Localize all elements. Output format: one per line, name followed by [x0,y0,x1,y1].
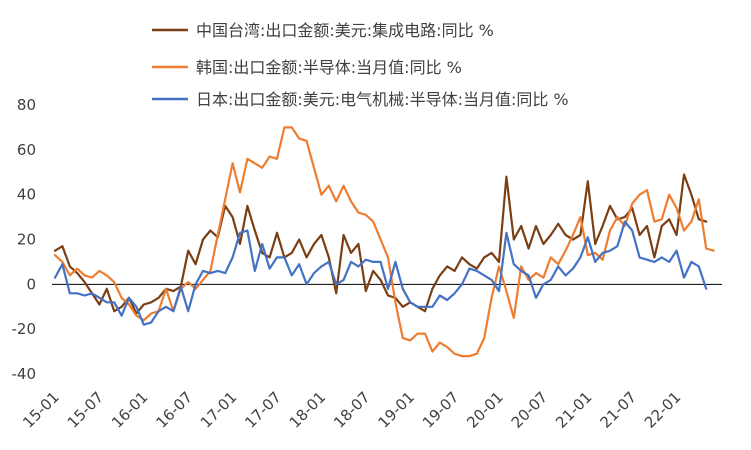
y-tick-label: 0 [26,275,36,293]
legend-label: 韩国:出口金额:半导体:当月值:同比 % [196,58,462,77]
x-tick-label: 18-07 [330,388,374,432]
y-tick-label: 80 [17,96,36,114]
legend-item: 韩国:出口金额:半导体:当月值:同比 % [152,58,462,77]
x-tick-label: 15-01 [19,388,63,432]
x-tick-label: 21-01 [552,388,596,432]
legend-item: 日本:出口金额:美元:电气机械:半导体:当月值:同比 % [152,90,569,109]
x-tick-label: 22-01 [641,388,685,432]
y-tick-label: 20 [17,231,36,249]
x-tick-label: 20-07 [508,388,552,432]
y-axis: -40 -20 0 20 40 60 80 [12,96,37,383]
x-tick-label: 19-07 [419,388,463,432]
x-tick-label: 17-07 [241,388,285,432]
legend: 中国台湾:出口金额:美元:集成电路:同比 % 韩国:出口金额:半导体:当月值:同比… [152,21,569,109]
x-tick-label: 15-07 [64,388,108,432]
series-line-2 [53,220,708,326]
series-lines [53,126,715,358]
series-line-1 [53,126,715,358]
x-tick-label: 18-01 [286,388,330,432]
x-tick-label: 21-07 [596,388,640,432]
x-tick-label: 17-01 [197,388,241,432]
x-tick-label: 19-01 [374,388,418,432]
legend-label: 中国台湾:出口金额:美元:集成电路:同比 % [196,21,494,40]
y-tick-label: 40 [17,186,36,204]
y-tick-label: 60 [17,141,36,159]
legend-label: 日本:出口金额:美元:电气机械:半导体:当月值:同比 % [196,90,569,109]
x-tick-label: 20-01 [463,388,507,432]
y-tick-label: -20 [12,320,37,338]
x-tick-label: 16-01 [108,388,152,432]
x-tick-label: 16-07 [152,388,196,432]
y-tick-label: -40 [12,365,37,383]
series-line-0 [53,173,708,315]
legend-item: 中国台湾:出口金额:美元:集成电路:同比 % [152,21,494,40]
